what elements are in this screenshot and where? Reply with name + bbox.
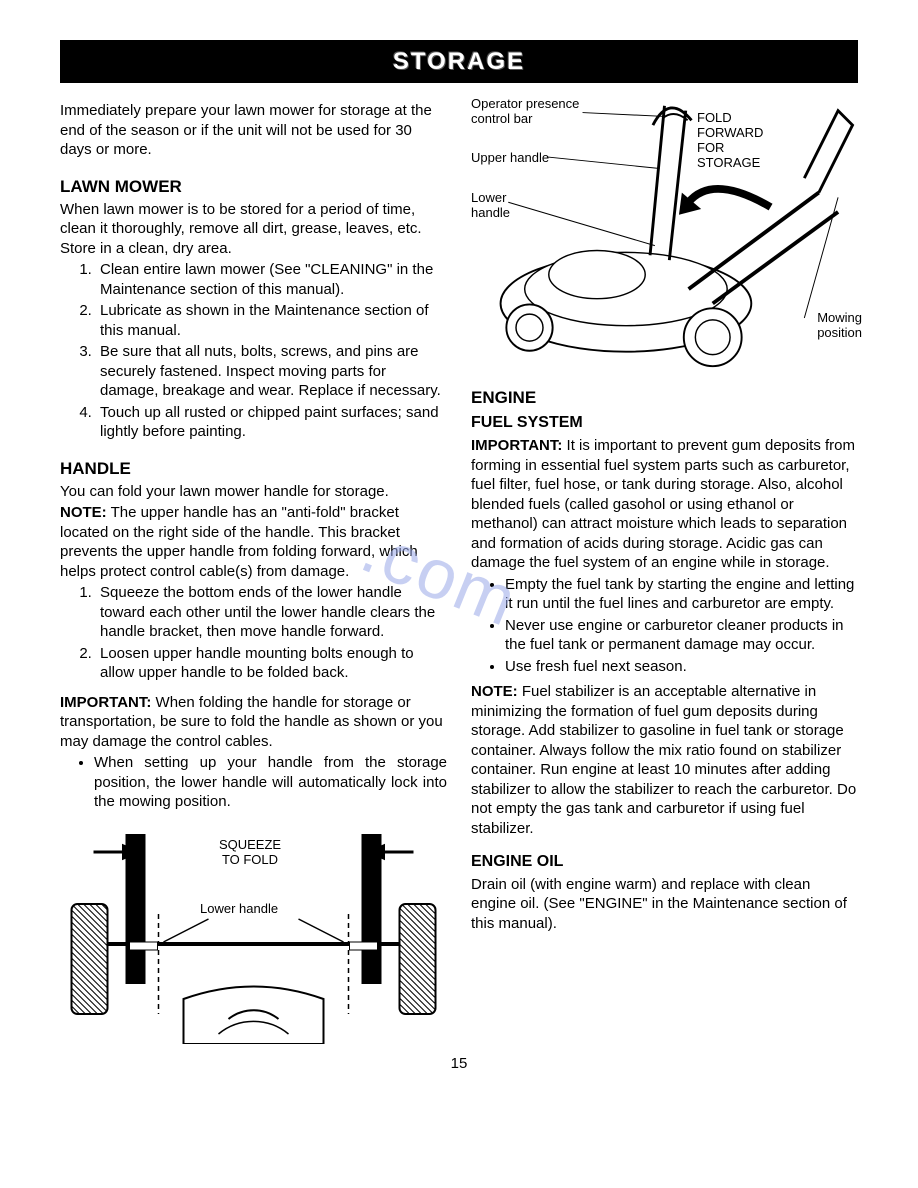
fuel-important-text: It is important to prevent gum deposits … [471, 437, 855, 571]
list-item: Clean entire lawn mower (See "CLEANING" … [96, 260, 447, 299]
right-column: Operator presence control bar Upper hand… [471, 101, 858, 1044]
engine-oil-para: Drain oil (with engine warm) and replace… [471, 875, 858, 934]
page-number: 15 [60, 1054, 858, 1074]
list-item: Be sure that all nuts, bolts, screws, an… [96, 342, 447, 401]
note-label: NOTE: [60, 504, 107, 521]
fuel-important: IMPORTANT: It is important to prevent gu… [471, 436, 858, 573]
lower-handle-label-fig1: Lower handle [471, 191, 510, 221]
important-label: IMPORTANT: [60, 694, 151, 711]
fuel-note-text: Fuel stabilizer is an acceptable alterna… [471, 683, 856, 837]
note-label: NOTE: [471, 683, 518, 700]
list-item: Use fresh fuel next season. [505, 657, 858, 677]
engine-oil-heading: ENGINE OIL [471, 852, 858, 873]
handle-steps: Squeeze the bottom ends of the lower han… [76, 583, 447, 683]
handle-note: NOTE: The upper handle has an "anti-fold… [60, 503, 447, 581]
intro-paragraph: Immediately prepare your lawn mower for … [60, 101, 447, 160]
lawn-mower-paragraph: When lawn mower is to be stored for a pe… [60, 200, 447, 259]
list-item: When setting up your handle from the sto… [94, 753, 447, 812]
handle-para1: You can fold your lawn mower handle for … [60, 482, 447, 502]
section-title-bar: STORAGE [60, 40, 858, 83]
fuel-bullets: Empty the fuel tank by starting the engi… [485, 575, 858, 677]
fold-forward-label: FOLD FORWARD FOR STORAGE [697, 111, 763, 171]
squeeze-label: SQUEEZE TO FOLD [190, 838, 310, 868]
squeeze-to-fold-diagram: SQUEEZE TO FOLD Lower handle [60, 824, 447, 1044]
lawn-mower-steps: Clean entire lawn mower (See "CLEANING" … [76, 260, 447, 442]
two-column-layout: Immediately prepare your lawn mower for … [60, 101, 858, 1044]
list-item: Squeeze the bottom ends of the lower han… [96, 583, 447, 642]
fuel-note: NOTE: Fuel stabilizer is an acceptable a… [471, 682, 858, 838]
upper-handle-label: Upper handle [471, 151, 549, 166]
note-text: The upper handle has an "anti-fold" brac… [60, 504, 418, 580]
opc-label: Operator presence control bar [471, 97, 579, 127]
handle-bullets: When setting up your handle from the sto… [74, 753, 447, 812]
important-label: IMPORTANT: [471, 437, 562, 454]
lower-handle-label: Lower handle [200, 902, 278, 917]
handle-heading: HANDLE [60, 458, 447, 480]
list-item: Loosen upper handle mounting bolts enoug… [96, 644, 447, 683]
list-item: Never use engine or carburetor cleaner p… [505, 616, 858, 655]
engine-heading: ENGINE [471, 387, 858, 409]
fold-forward-diagram: Operator presence control bar Upper hand… [471, 101, 858, 371]
lawn-mower-heading: LAWN MOWER [60, 176, 447, 198]
list-item: Lubricate as shown in the Maintenance se… [96, 301, 447, 340]
list-item: Empty the fuel tank by starting the engi… [505, 575, 858, 614]
list-item: Touch up all rusted or chipped paint sur… [96, 403, 447, 442]
mowing-position-label: Mowing position [817, 311, 862, 341]
left-column: Immediately prepare your lawn mower for … [60, 101, 447, 1044]
handle-important: IMPORTANT: When folding the handle for s… [60, 693, 447, 752]
fuel-system-heading: FUEL SYSTEM [471, 413, 858, 434]
